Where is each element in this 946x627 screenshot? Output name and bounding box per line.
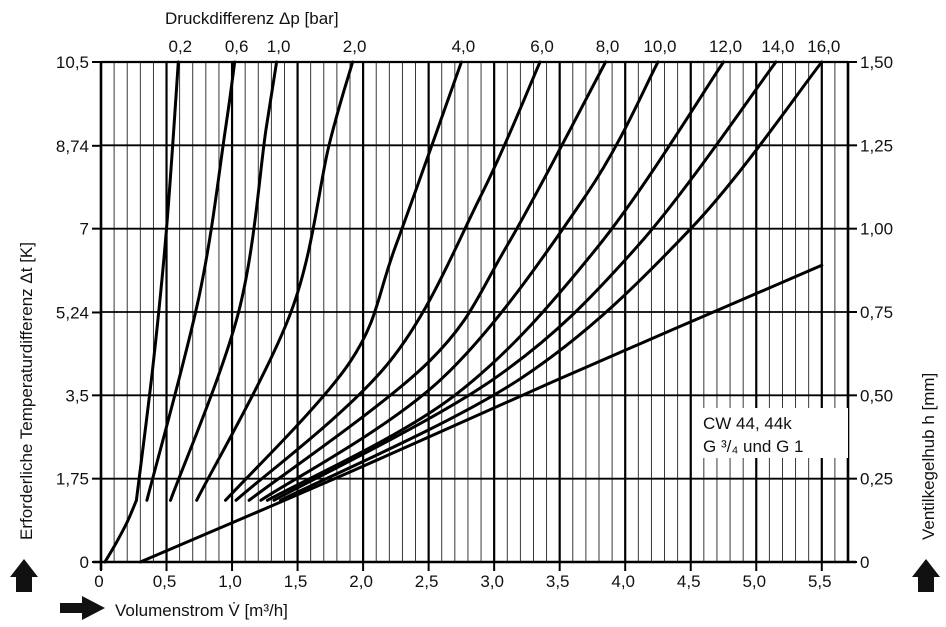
series-label: 1,0 <box>267 37 291 56</box>
x-tick-label: 0,5 <box>153 572 177 591</box>
axes <box>92 60 857 571</box>
series-curve <box>234 60 542 502</box>
y-left-tick-label: 7 <box>80 220 89 239</box>
right-arrow-icon <box>60 596 105 620</box>
y-right-tick-label: 0 <box>860 553 869 572</box>
curves <box>103 60 824 564</box>
series-curve <box>138 263 824 564</box>
x-tick-label: 0 <box>94 572 103 591</box>
series-curve <box>224 60 463 502</box>
series-curve <box>145 60 237 502</box>
series-curve <box>103 498 138 564</box>
up-arrow-left-icon <box>10 559 38 592</box>
x-tick-label: 2,5 <box>415 572 439 591</box>
series-curve <box>195 60 355 502</box>
x-axis-title: Volumenstrom V̇ [m³/h] <box>115 601 288 620</box>
series-label: 10,0 <box>643 37 676 56</box>
series-label: 2,0 <box>343 37 367 56</box>
up-arrow-right-icon <box>912 559 940 592</box>
series-curve <box>247 60 608 502</box>
x-tick-label: 5,5 <box>808 572 832 591</box>
y-right-axis-title: Ventilkegelhub h [mm] <box>919 373 938 540</box>
tick-labels: 0 0,5 1,0 1,5 2,0 2,5 3,0 3,5 4,0 4,5 5,0 5,5 0 1,75 3… <box>56 37 893 591</box>
x-tick-label: 1,5 <box>284 572 308 591</box>
series-curve <box>279 60 824 502</box>
x-tick-label: 2,0 <box>349 572 373 591</box>
legend-note-line-1: CW 44, 44k <box>703 414 792 433</box>
x-tick-label: 4,0 <box>611 572 635 591</box>
y-left-axis-title: Erforderliche Temperaturdifferenz Δt [K] <box>17 242 36 540</box>
series-curve <box>259 60 660 502</box>
legend-note-line-2: G ³/₄ und G 1 <box>703 437 803 456</box>
y-left-tick-label: 8,74 <box>56 137 89 156</box>
y-left-tick-label: 0 <box>80 553 89 572</box>
x-tick-label: 3,5 <box>546 572 570 591</box>
y-right-tick-label: 1,25 <box>860 136 893 155</box>
series-label: 16,0 <box>807 37 840 56</box>
y-right-tick-label: 0,75 <box>860 303 893 322</box>
major-gridlines <box>101 61 848 563</box>
top-axis-title: Druckdifferenz Δp [bar] <box>165 9 339 28</box>
y-right-tick-label: 1,00 <box>860 220 893 239</box>
x-tick-label: 3,0 <box>480 572 504 591</box>
y-right-tick-label: 1,50 <box>860 53 893 72</box>
y-right-tick-label: 0,50 <box>860 386 893 405</box>
series-label: 8,0 <box>596 37 620 56</box>
series-label: 14,0 <box>761 37 794 56</box>
series-curve <box>272 60 778 502</box>
y-left-tick-label: 3,5 <box>65 386 89 405</box>
y-left-tick-label: 5,24 <box>56 303 89 322</box>
y-right-tick-label: 0,25 <box>860 470 893 489</box>
series-label: 0,2 <box>169 37 193 56</box>
x-tick-label: 5,0 <box>742 572 766 591</box>
series-curve <box>134 60 180 502</box>
series-label: 6,0 <box>530 37 554 56</box>
x-tick-label: 4,5 <box>677 572 701 591</box>
series-label: 4,0 <box>452 37 476 56</box>
legend-note-box <box>696 408 848 458</box>
series-curve <box>169 60 279 502</box>
x-tick-label: 1,0 <box>218 572 242 591</box>
y-left-tick-label: 1,75 <box>56 470 89 489</box>
series-label: 12,0 <box>709 37 742 56</box>
series-label: 0,6 <box>225 37 249 56</box>
y-left-tick-label: 10,5 <box>56 53 89 72</box>
series-curve <box>265 60 725 502</box>
